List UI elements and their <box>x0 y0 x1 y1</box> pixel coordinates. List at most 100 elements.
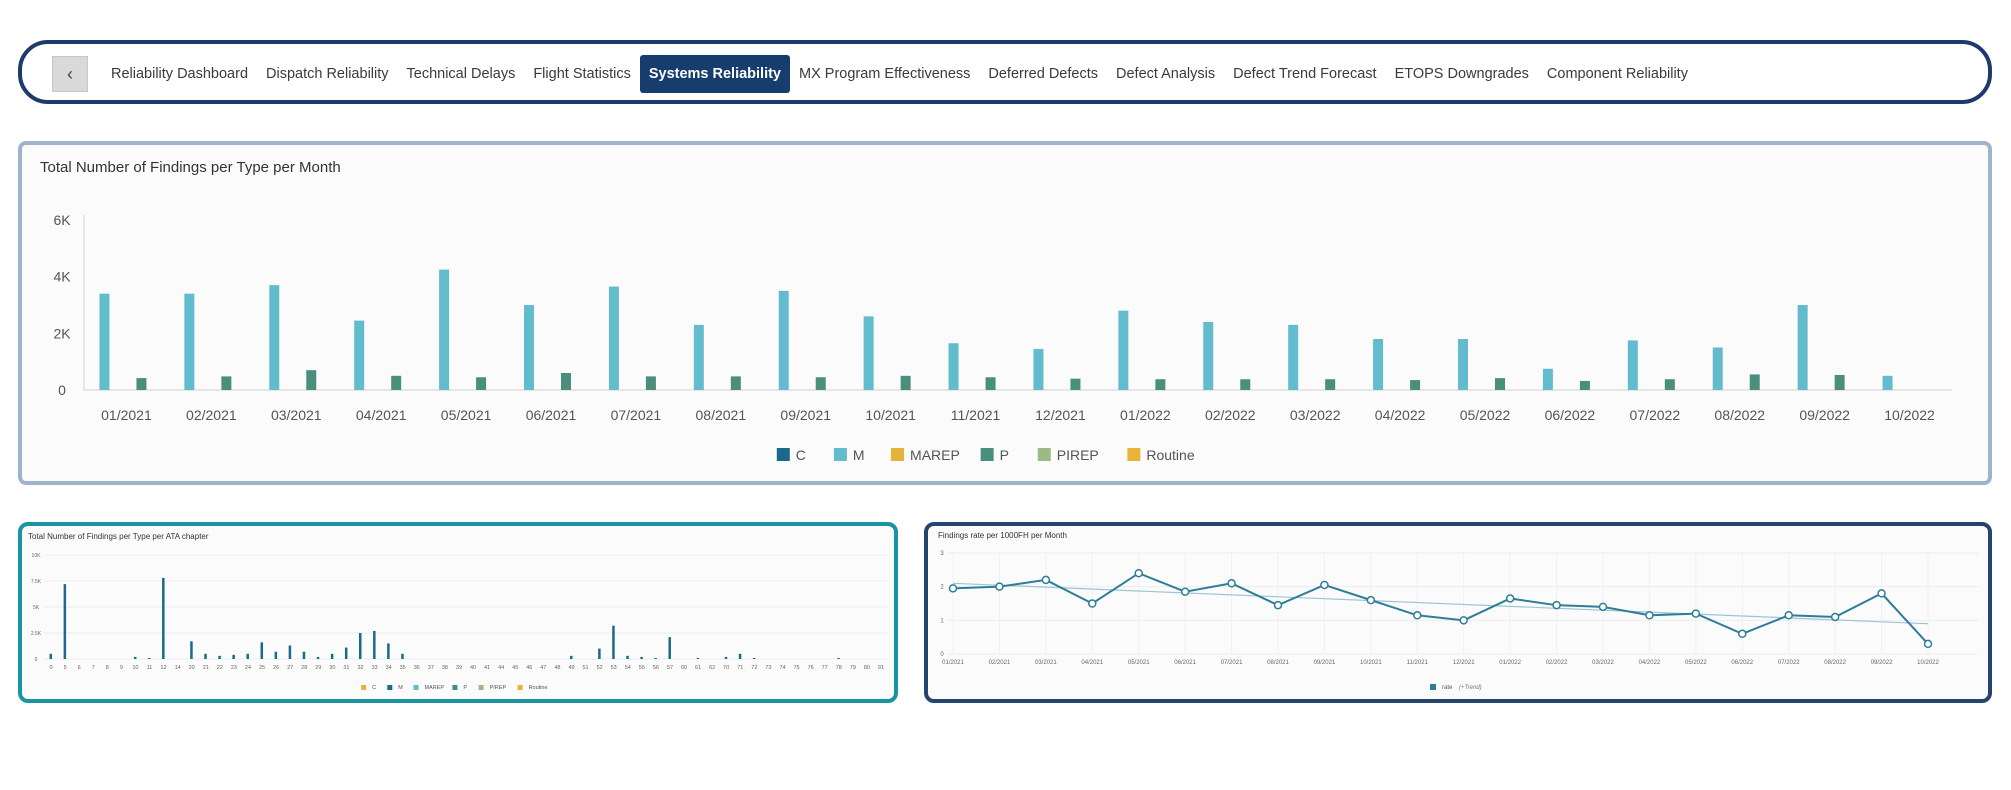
x-tick-label: 27 <box>287 665 293 671</box>
x-tick-label: 47 <box>540 665 546 671</box>
bar-m <box>1797 305 1808 390</box>
tab-deferred-defects[interactable]: Deferred Defects <box>988 66 1098 82</box>
y-tick-label: 3 <box>940 551 944 557</box>
x-tick-label: 08/2022 <box>1714 407 1765 423</box>
x-tick-label: 61 <box>695 665 701 671</box>
tab-etops-downgrades[interactable]: ETOPS Downgrades <box>1394 66 1529 82</box>
legend-label: PIREP <box>1057 447 1099 463</box>
legend-swatch <box>387 685 393 690</box>
x-tick-label: 12 <box>161 665 167 671</box>
bar-p <box>1240 379 1251 390</box>
bar-m <box>608 286 619 390</box>
legend-label: MAREP <box>910 447 960 463</box>
x-tick-label: 32 <box>357 665 363 671</box>
bar-p <box>1834 374 1845 390</box>
bar-p <box>476 377 487 390</box>
x-tick-label: 26 <box>273 665 279 671</box>
x-tick-label: 25 <box>259 665 265 671</box>
legend-swatch <box>776 448 790 461</box>
bar-p <box>1749 374 1760 390</box>
x-tick-label: 06/2022 <box>1731 660 1753 666</box>
x-tick-label: 05/2022 <box>1685 660 1707 666</box>
bar-m <box>724 656 728 659</box>
bar-p <box>985 377 996 390</box>
rate-point <box>1505 594 1515 603</box>
y-tick-label: 1 <box>940 618 944 624</box>
x-tick-label: 05/2021 <box>441 407 492 423</box>
tab-flight-statistics[interactable]: Flight Statistics <box>533 66 631 82</box>
rate-point <box>1552 600 1561 610</box>
x-tick-label: 55 <box>639 665 645 671</box>
bar-m <box>1712 347 1723 390</box>
bar-m <box>288 645 292 659</box>
x-tick-label: 12/2021 <box>1453 660 1475 666</box>
tab-component-reliability[interactable]: Component Reliability <box>1546 66 1688 82</box>
bar-m <box>1033 348 1044 390</box>
x-tick-label: 04/2021 <box>356 407 407 423</box>
card-title: Findings rate per 1000FH per Month <box>938 531 1067 540</box>
tab-technical-delays[interactable]: Technical Delays <box>406 66 516 82</box>
bar-m <box>1288 324 1299 390</box>
rate-point <box>1413 611 1422 620</box>
bar-p <box>561 373 571 390</box>
x-tick-label: 52 <box>597 665 603 671</box>
x-tick-label: 09/2021 <box>1314 660 1336 666</box>
rate-point <box>995 582 1004 591</box>
x-tick-label: 02/2022 <box>1546 660 1568 666</box>
bar-p <box>900 375 911 390</box>
x-tick-label: 0 <box>50 665 53 671</box>
x-tick-label: 57 <box>667 665 673 671</box>
x-tick-label: 11 <box>147 665 153 671</box>
rate-point <box>1088 599 1097 608</box>
tab-defect-analysis[interactable]: Defect Analysis <box>1116 66 1216 82</box>
bar-m <box>316 656 320 659</box>
x-tick-label: 44 <box>498 665 504 671</box>
x-tick-label: 05/2021 <box>1128 660 1150 666</box>
bar-m <box>693 324 704 390</box>
bar-m <box>246 653 249 659</box>
y-tick-label: 0 <box>940 652 944 658</box>
legend-swatch <box>413 685 419 690</box>
x-tick-label: 05/2022 <box>1460 407 1511 423</box>
tab-mx-program-effectiveness[interactable]: MX Program Effectiveness <box>799 66 971 82</box>
x-tick-label: 02/2021 <box>186 407 237 423</box>
bar-m <box>63 584 67 659</box>
bar-m <box>1882 375 1893 390</box>
x-tick-label: 12/2021 <box>1035 407 1086 423</box>
x-tick-label: 54 <box>625 665 631 671</box>
bar-p <box>815 377 826 390</box>
legend-swatch <box>452 685 458 690</box>
legend-label: (+Trend) <box>1459 685 1482 691</box>
x-tick-label: 60 <box>681 665 687 671</box>
rate-point <box>1830 612 1840 622</box>
legend-swatch <box>980 448 994 461</box>
tab-reliability-dashboard[interactable]: Reliability Dashboard <box>111 66 249 82</box>
x-tick-label: 37 <box>428 665 434 671</box>
x-tick-label: 01/2022 <box>1499 660 1521 666</box>
tab-defect-trend-forecast[interactable]: Defect Trend Forecast <box>1233 66 1377 82</box>
rate-point <box>1227 579 1236 588</box>
bar-p <box>645 376 656 390</box>
x-tick-label: 01/2022 <box>1120 407 1171 423</box>
bar-m <box>232 654 235 659</box>
legend-swatch <box>833 448 847 461</box>
x-tick-label: 22 <box>217 665 223 671</box>
bar-m <box>1627 340 1638 390</box>
tab-systems-reliability[interactable]: Systems Reliability <box>639 55 790 93</box>
x-tick-label: 30 <box>329 665 335 671</box>
y-tick-label: 7.5K <box>31 579 42 585</box>
bar-p <box>1155 379 1166 390</box>
bar-m <box>752 657 756 659</box>
bar-m <box>1458 339 1468 390</box>
bar-m <box>260 642 264 659</box>
bar-m <box>269 285 280 390</box>
x-tick-label: 36 <box>414 665 420 671</box>
legend-label: MAREP <box>424 685 444 691</box>
bar-m <box>302 651 306 659</box>
nav-back-button[interactable]: ‹ <box>52 56 88 92</box>
bar-m <box>863 316 874 390</box>
tab-dispatch-reliability[interactable]: Dispatch Reliability <box>266 66 389 82</box>
bar-m <box>626 655 629 659</box>
bar-p <box>306 370 317 390</box>
legend-label: C <box>796 447 806 463</box>
